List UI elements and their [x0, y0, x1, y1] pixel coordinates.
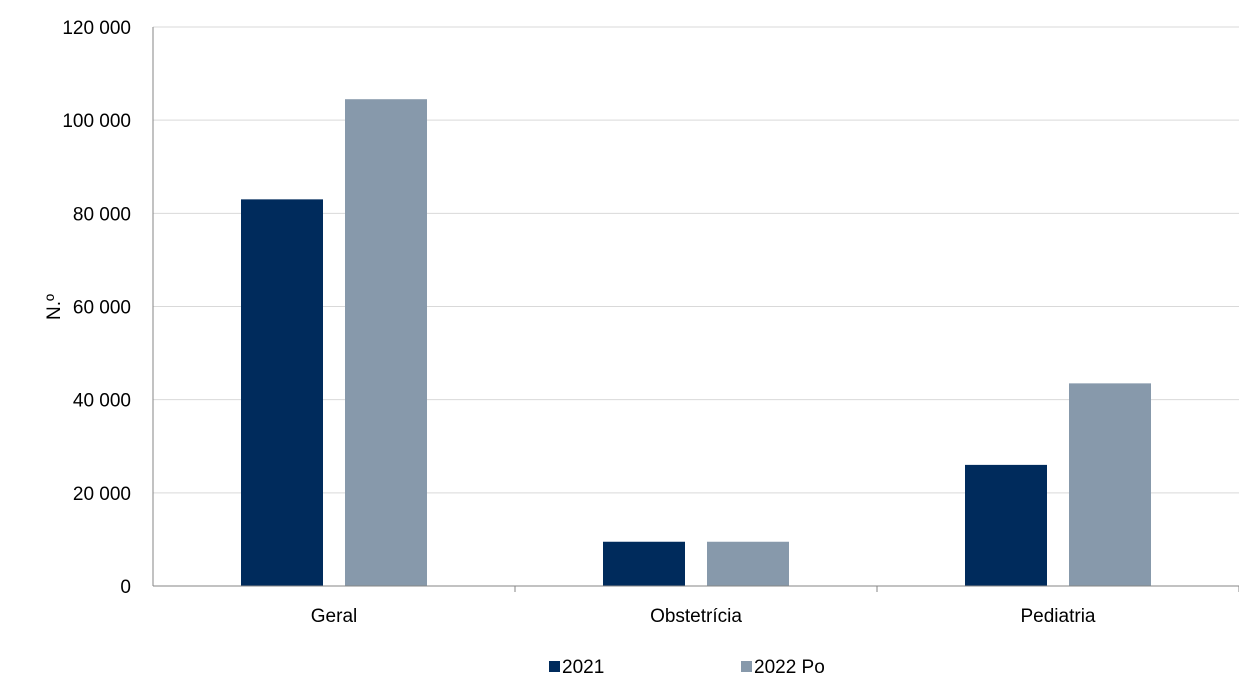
bar-2022-po-0 — [345, 99, 427, 587]
y-tick-label: 40 000 — [73, 391, 131, 412]
y-tick-label: 80 000 — [73, 204, 131, 225]
y-tick-label: 0 — [120, 577, 131, 598]
gridlines — [153, 26, 1239, 494]
bar-2021-1 — [603, 541, 685, 586]
y-axis-ticks: 0 20 000 40 000 60 000 80 000 100 000 120 000 — [62, 18, 131, 598]
y-tick-label: 20 000 — [73, 484, 131, 505]
y-axis-label: N.º — [44, 294, 65, 320]
bar-2021-0 — [241, 199, 323, 586]
bars — [241, 99, 1151, 587]
y-tick-label: 100 000 — [62, 111, 131, 132]
legend: 2021 2022 Po — [549, 657, 825, 678]
legend-label: 2021 — [562, 657, 604, 678]
x-tick-label: Obstetrícia — [650, 606, 742, 627]
legend-swatch — [741, 661, 752, 672]
bar-2022-po-2 — [1069, 383, 1151, 586]
legend-label: 2022 Po — [754, 657, 825, 678]
x-tick-label: Pediatria — [1021, 606, 1096, 627]
x-axis-ticks: Geral Obstetrícia Pediatria — [311, 586, 1239, 627]
y-tick-label: 60 000 — [73, 298, 131, 319]
axes — [152, 27, 1239, 587]
legend-swatch — [549, 661, 560, 672]
bar-2022-po-1 — [707, 541, 789, 586]
bar-2021-2 — [965, 464, 1047, 586]
x-tick-label: Geral — [311, 606, 357, 627]
y-tick-label: 120 000 — [62, 18, 131, 39]
